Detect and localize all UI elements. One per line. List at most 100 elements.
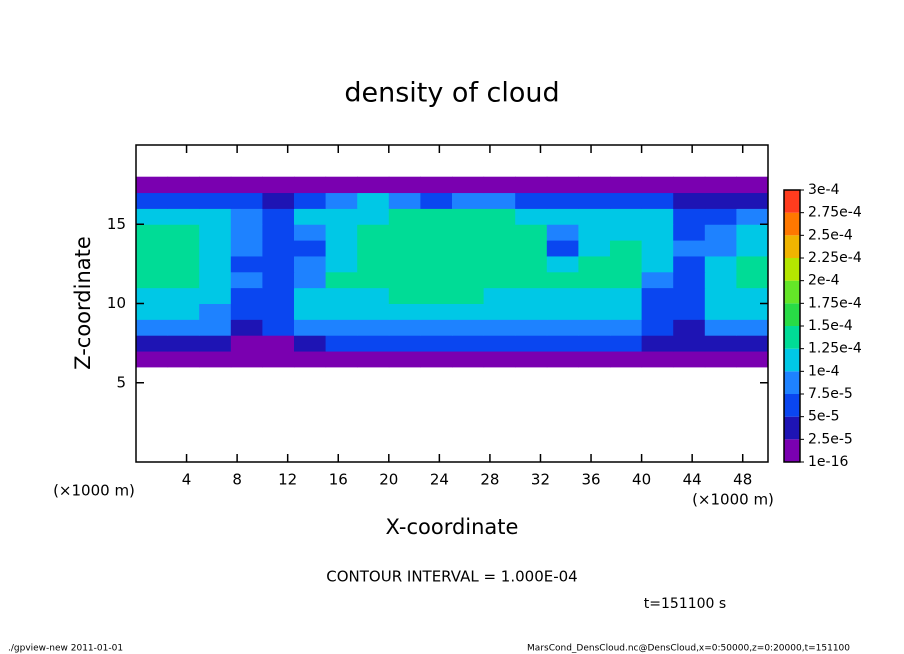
contour-note: CONTOUR INTERVAL = 1.000E-04 — [326, 568, 577, 586]
cell — [420, 240, 453, 257]
cell — [578, 224, 611, 241]
cell — [452, 192, 485, 209]
cell — [420, 208, 453, 225]
cell — [736, 303, 769, 320]
cell — [515, 287, 548, 304]
cell — [199, 176, 232, 194]
x-tick-label: 12 — [278, 471, 297, 489]
cell — [199, 351, 232, 368]
cell — [357, 240, 390, 257]
cell — [641, 335, 674, 352]
cell — [452, 303, 485, 320]
cell — [357, 319, 390, 336]
cell — [610, 224, 643, 241]
cell — [610, 192, 643, 209]
cell — [230, 287, 263, 304]
cell — [610, 303, 643, 320]
cell — [515, 255, 548, 273]
cell — [294, 303, 327, 320]
cell — [483, 224, 516, 241]
cell — [136, 192, 169, 209]
cell — [357, 335, 390, 352]
cell — [610, 176, 643, 194]
cell — [673, 335, 706, 352]
cell — [357, 224, 390, 241]
x-tick-label: 48 — [733, 471, 752, 489]
cell — [673, 287, 706, 304]
colorbar-label: 7.5e-5 — [808, 386, 853, 402]
cell — [325, 224, 358, 241]
cell — [704, 255, 737, 273]
colorbar-label: 1.25e-4 — [808, 341, 862, 357]
cell — [578, 176, 611, 194]
cell — [230, 351, 263, 368]
cell — [704, 335, 737, 352]
cell — [262, 271, 295, 289]
cell — [546, 176, 579, 194]
cell — [167, 287, 200, 304]
cell — [325, 271, 358, 289]
x-tick-label: 28 — [480, 471, 499, 489]
cell — [388, 240, 421, 257]
x-tick-label: 44 — [683, 471, 702, 489]
cell — [262, 303, 295, 320]
x-unit: (×1000 m) — [53, 482, 135, 500]
cell — [325, 351, 358, 368]
cell — [420, 271, 453, 289]
cell — [515, 303, 548, 320]
colorbar-band — [784, 303, 800, 326]
cell — [578, 255, 611, 273]
colorbar-label: 2e-4 — [808, 273, 840, 289]
cell — [515, 271, 548, 289]
cell — [199, 255, 232, 273]
cell — [420, 192, 453, 209]
cell — [167, 240, 200, 257]
cell — [610, 319, 643, 336]
cell — [294, 208, 327, 225]
x-tick-label: 32 — [531, 471, 550, 489]
cell — [167, 224, 200, 241]
colorbar-band — [784, 212, 800, 236]
cell — [230, 224, 263, 241]
x-tick-label: 16 — [329, 471, 348, 489]
cell — [262, 287, 295, 304]
cell — [736, 255, 769, 273]
cell — [262, 208, 295, 225]
cell — [388, 192, 421, 209]
cell — [641, 192, 674, 209]
cell — [136, 319, 169, 336]
cell — [673, 176, 706, 194]
cell — [325, 255, 358, 273]
cell — [641, 287, 674, 304]
cell — [199, 287, 232, 304]
cell — [167, 255, 200, 273]
cell — [388, 208, 421, 225]
colorbar-label: 2.5e-5 — [808, 431, 853, 447]
cell — [167, 208, 200, 225]
cell — [704, 271, 737, 289]
cell — [483, 240, 516, 257]
cell — [136, 176, 169, 194]
cell — [136, 240, 169, 257]
cell — [294, 224, 327, 241]
cell — [515, 240, 548, 257]
cell — [452, 208, 485, 225]
cell — [136, 351, 169, 368]
cell — [452, 176, 485, 194]
cell — [704, 240, 737, 257]
cell — [673, 240, 706, 257]
cell — [325, 176, 358, 194]
cell — [357, 351, 390, 368]
cell — [325, 208, 358, 225]
cell — [515, 335, 548, 352]
cell — [578, 351, 611, 368]
cell — [388, 351, 421, 368]
cell — [736, 351, 769, 368]
cell — [546, 208, 579, 225]
cell — [262, 255, 295, 273]
cell — [483, 271, 516, 289]
cell — [199, 208, 232, 225]
cell — [136, 224, 169, 241]
cell — [230, 303, 263, 320]
